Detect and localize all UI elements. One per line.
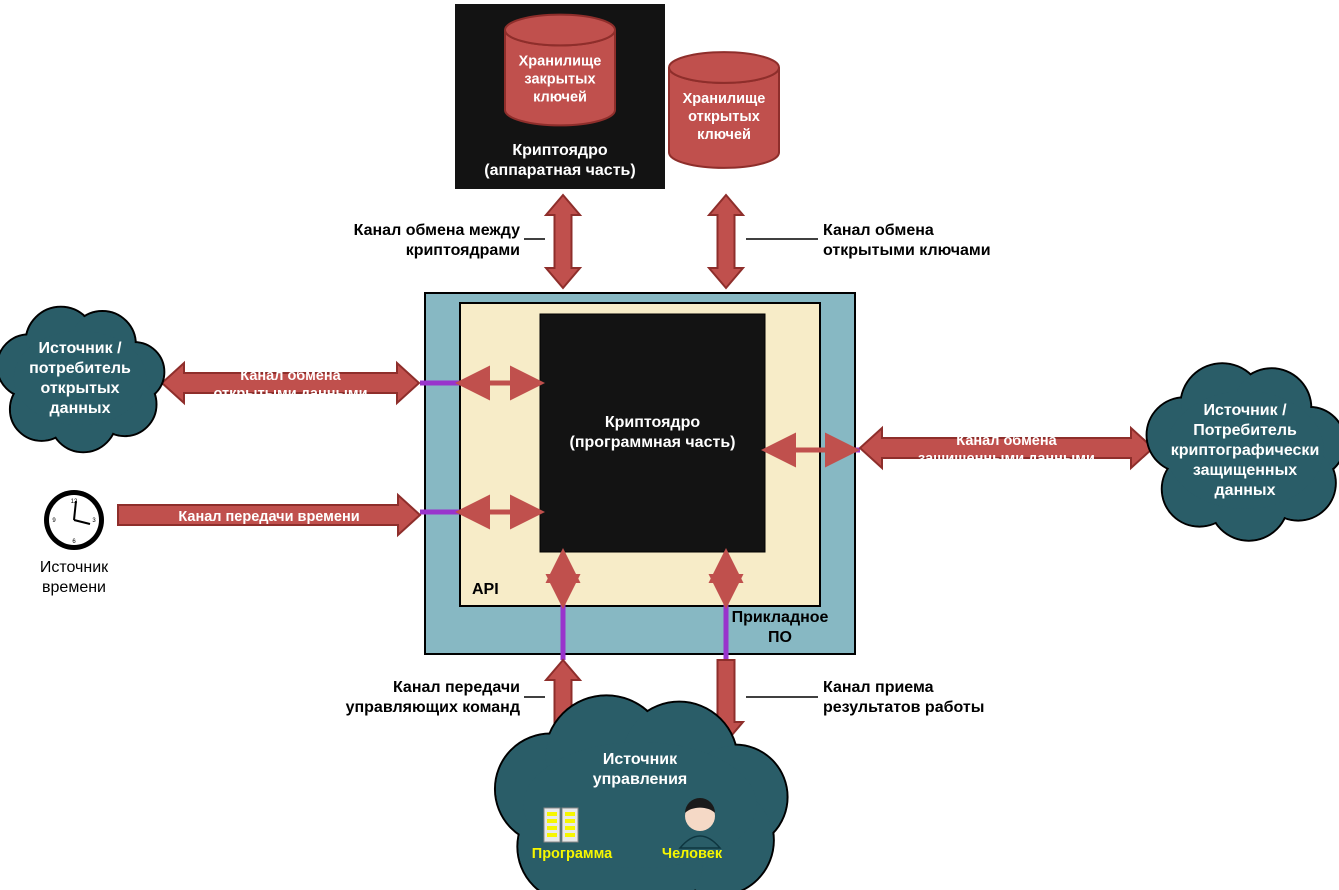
cores-channel-label: криптоядрами: [406, 242, 520, 259]
timeArrow: Канал передачи времени: [118, 495, 420, 535]
open-data-cloud-label: открытых: [40, 380, 119, 397]
crypto-data-cloud-label: защищенных: [1193, 462, 1297, 479]
control-cloud-sublabel: Человек: [662, 846, 723, 862]
pubkeys-channel-label: Канал обмена: [823, 222, 934, 239]
private-keys-cylinder-label: закрытых: [524, 71, 595, 87]
private-keys-cylinder-label: Хранилище: [519, 53, 602, 69]
open-data-cloud: Источник / потребитель открытых данных: [0, 307, 164, 452]
clock-label: времени: [42, 579, 106, 596]
cryptoDataArrow-label: Канал обмена: [956, 433, 1057, 449]
clock-label: Источник: [40, 559, 109, 576]
coresArrow: [546, 195, 580, 288]
cryptoDataArrow: Канал обмена защищенными данными: [860, 428, 1153, 468]
crypto-data-cloud-label: Источник /: [1203, 402, 1287, 419]
open-data-cloud-label: данных: [50, 400, 111, 417]
control-cloud-title: Источник: [603, 751, 678, 768]
private-keys-cylinder: Хранилище закрытых ключей: [505, 15, 615, 126]
public-keys-cylinder-label: ключей: [697, 127, 751, 143]
crypto-architecture-diagram: Прикладное ПО API Криптоядро (программная …: [0, 0, 1339, 890]
publicKeysArrow: [709, 195, 743, 288]
result-channel-label: результатов работы: [823, 699, 984, 716]
cmd-channel-label: управляющих команд: [346, 699, 520, 716]
sw-core-label: Криптоядро: [605, 414, 700, 431]
openDataArrow: Канал обмена открытыми данными: [162, 363, 419, 403]
crypto-data-cloud-label: криптографически: [1171, 442, 1320, 459]
clock-icon: 12693: [44, 490, 104, 550]
open-data-cloud-label: Источник /: [38, 340, 122, 357]
control-cloud: Источник управления Программа Человек: [495, 695, 788, 890]
crypto-data-cloud-label: данных: [1215, 482, 1276, 499]
api-box-label: API: [472, 581, 499, 598]
openDataArrow-label: открытыми данными: [213, 386, 367, 402]
public-keys-cylinder-label: Хранилище: [683, 91, 766, 107]
pubkeys-channel-label: открытыми ключами: [823, 242, 991, 259]
crypto-data-cloud-label: Потребитель: [1193, 422, 1297, 439]
cryptoDataArrow-label: защищенными данными: [918, 451, 1095, 467]
control-cloud-title: управления: [593, 771, 688, 788]
result-channel-label: Канал приема: [823, 679, 934, 696]
hw-core-label: (аппаратная часть): [484, 162, 635, 179]
app-box-label: Прикладное: [732, 609, 829, 626]
timeArrow-label: Канал передачи времени: [178, 509, 359, 525]
app-box-label: ПО: [768, 629, 792, 646]
open-data-cloud-label: потребитель: [29, 360, 131, 377]
hw-core-label: Криптоядро: [512, 142, 607, 159]
cmd-channel-label: Канал передачи: [393, 679, 520, 696]
sw-core-label: (программная часть): [570, 434, 736, 451]
public-keys-cylinder: Хранилище открытых ключей: [669, 52, 779, 168]
public-keys-cylinder-label: открытых: [688, 109, 760, 125]
openDataArrow-label: Канал обмена: [240, 368, 341, 384]
private-keys-cylinder-label: ключей: [533, 89, 587, 105]
control-cloud-sublabel: Программа: [532, 846, 613, 862]
sw-core-box: [540, 314, 765, 552]
crypto-data-cloud: Источник / Потребитель криптографически защ…: [1147, 363, 1339, 541]
cores-channel-label: Канал обмена между: [354, 222, 520, 239]
